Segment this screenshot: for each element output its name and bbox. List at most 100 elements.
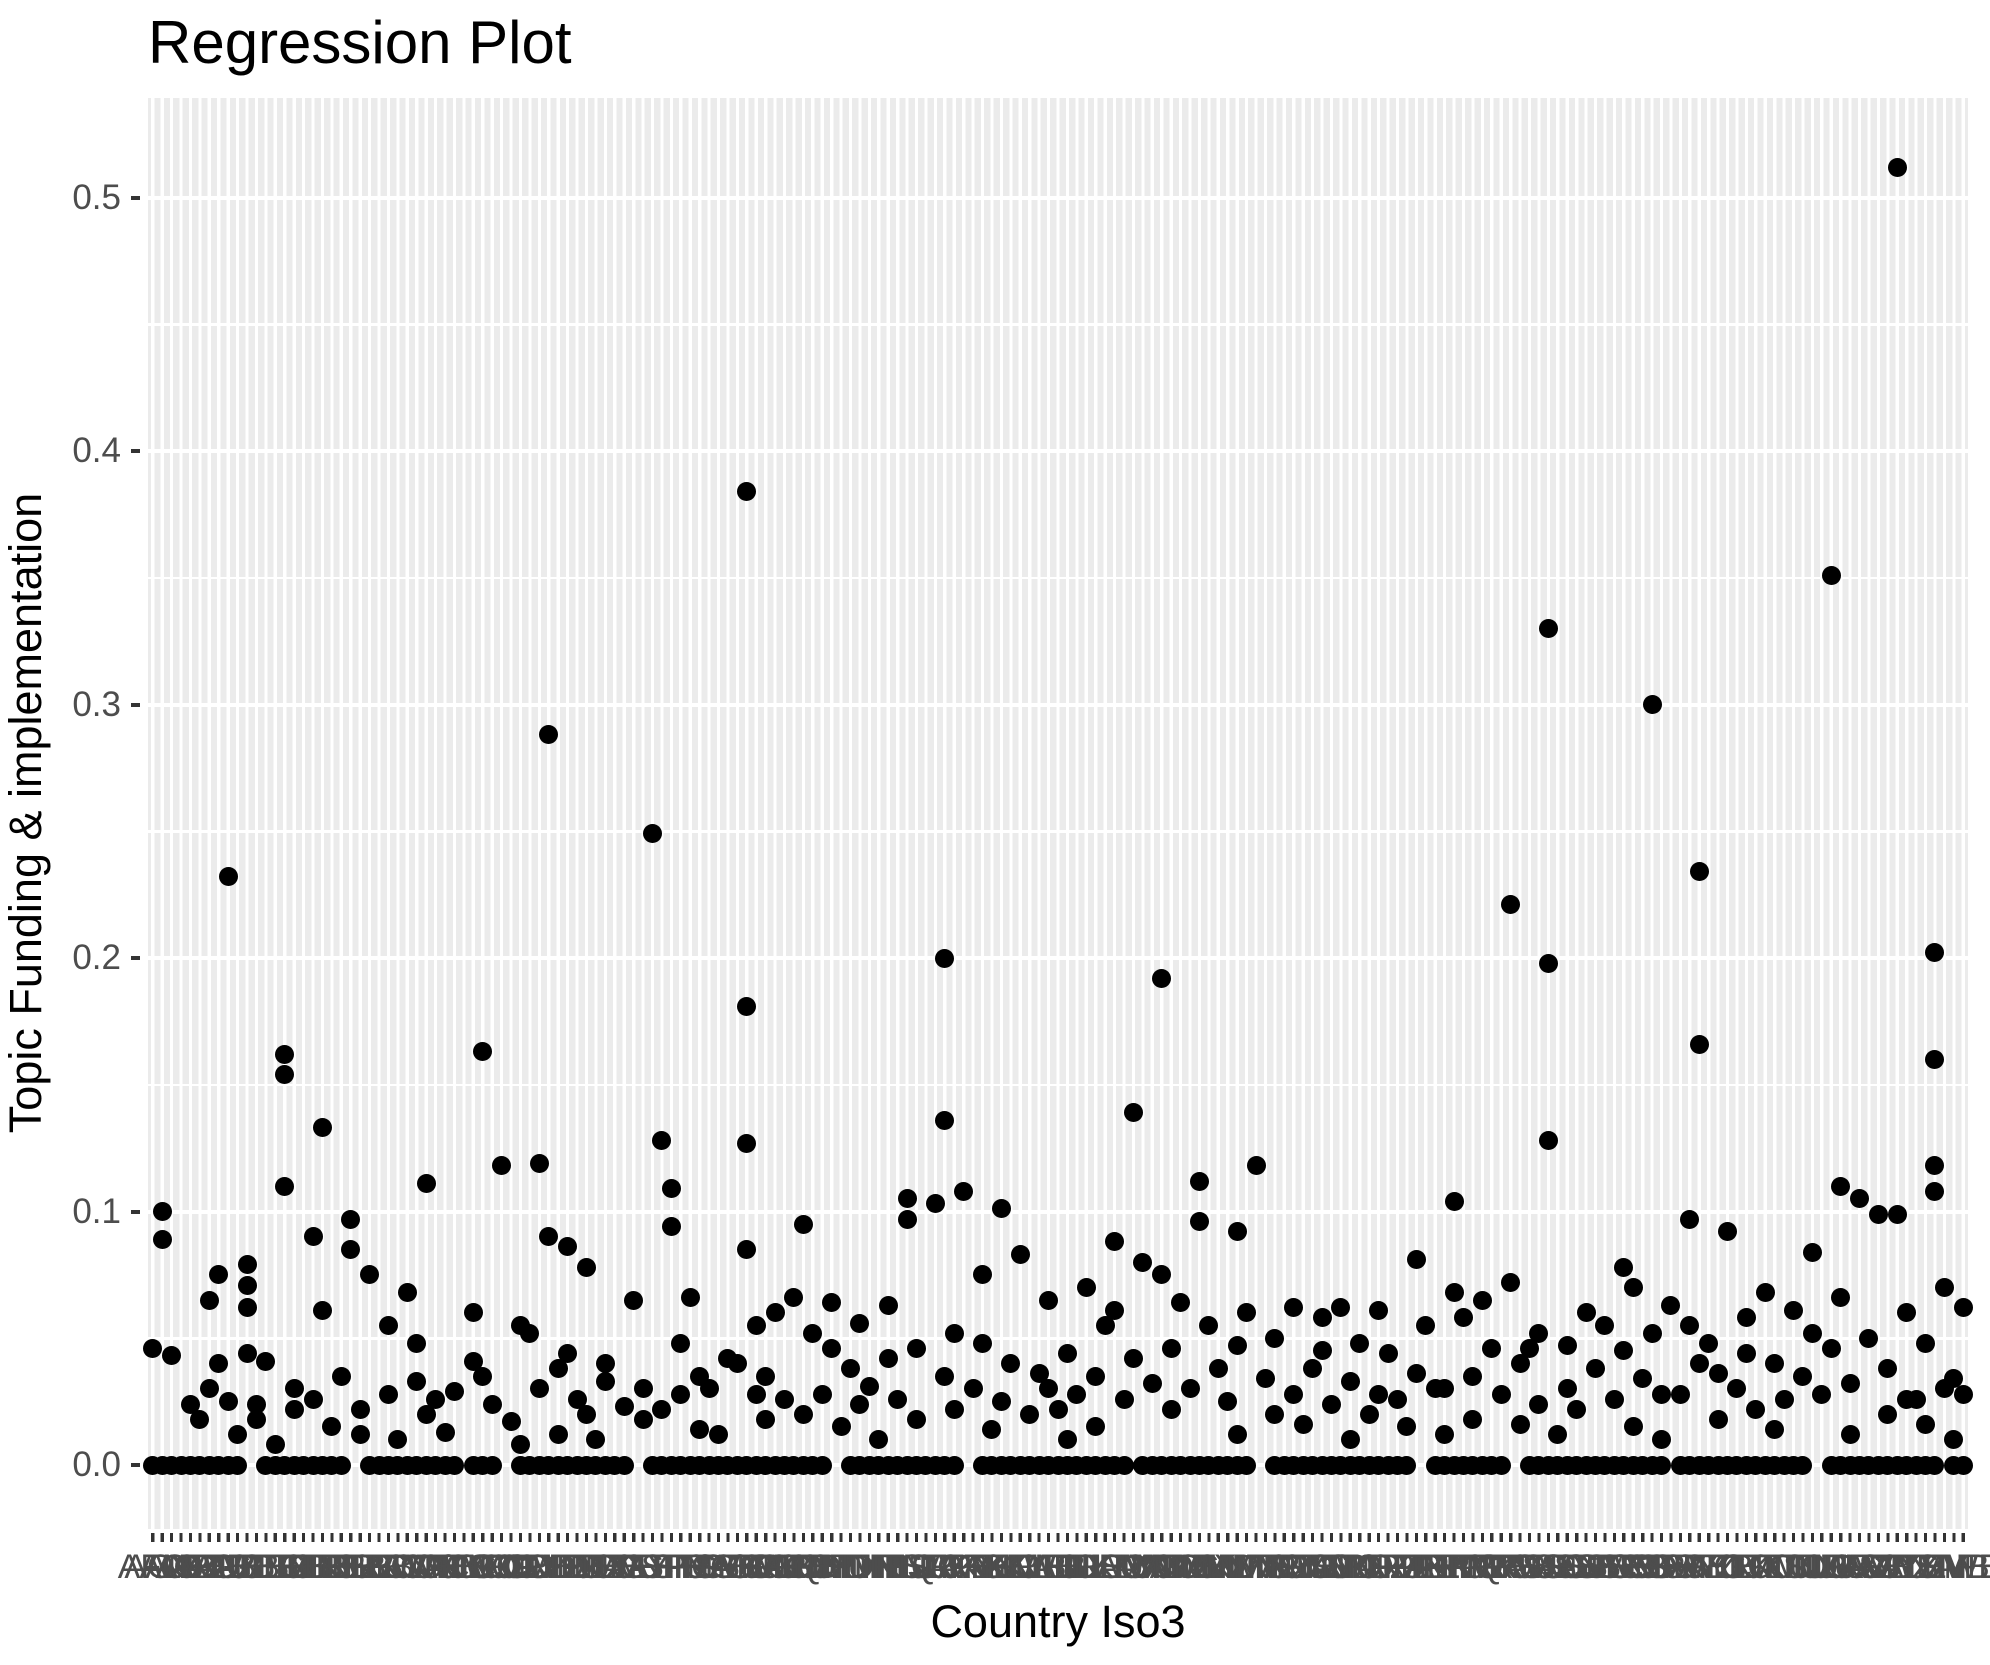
x-tick-label: MDV (1152, 1548, 1228, 1586)
data-point (426, 1389, 446, 1409)
data-point (1284, 1298, 1304, 1318)
data-point (1039, 1379, 1059, 1399)
data-point (1369, 1300, 1389, 1320)
x-tick-label: FRA (665, 1548, 734, 1586)
data-point (925, 1194, 945, 1214)
plot-title: Regression Plot (148, 9, 572, 76)
x-tick-label: NER (1295, 1548, 1368, 1586)
data-point (378, 1316, 398, 1336)
x-tick-label: KIR (982, 1548, 1040, 1586)
data-point (1538, 1131, 1558, 1151)
x-tick-label: TUN (1768, 1548, 1838, 1586)
x-tick-label: KEN (947, 1548, 1018, 1586)
x-tick-label: DNK (560, 1548, 632, 1586)
x-tick-label: LTU (1093, 1548, 1155, 1586)
data-point (1784, 1300, 1804, 1320)
data-point (793, 1214, 813, 1234)
x-tick-label: CPV (485, 1548, 556, 1586)
x-tick-label: ERI (614, 1548, 672, 1586)
data-point (1189, 1212, 1209, 1232)
x-tick-label: SYC (1673, 1548, 1744, 1586)
data-point (1821, 565, 1841, 585)
x-tick-label: NAM (1284, 1548, 1360, 1586)
x-tick-label: JPN (931, 1548, 996, 1586)
x-tick-label: LBN (1024, 1548, 1092, 1586)
data-point (690, 1420, 710, 1439)
x-tick-label: BHR (277, 1548, 349, 1586)
data-point (1736, 1308, 1756, 1328)
x-tick-label: MMR (1205, 1548, 1288, 1586)
data-point (1067, 1384, 1087, 1404)
data-point (1680, 1209, 1700, 1229)
x-tick-label: CRI (500, 1548, 560, 1586)
x-tick-label: BRN (352, 1548, 425, 1586)
x-tick-label: BRA (334, 1548, 405, 1586)
data-point (303, 1227, 323, 1247)
data-point (1916, 1333, 1936, 1353)
x-tick-label: MLI (1199, 1548, 1257, 1586)
data-point (1076, 1278, 1096, 1298)
data-point (1689, 1034, 1709, 1054)
data-point (1293, 1414, 1313, 1434)
data-point (1039, 1290, 1059, 1310)
x-tick-label: NPL (1345, 1548, 1412, 1586)
data-point (284, 1379, 304, 1399)
x-tick-label: SVN (1645, 1548, 1716, 1586)
data-point (463, 1351, 483, 1371)
x-tick-label: COM (471, 1548, 551, 1586)
x-tick-label: UGA (1803, 1548, 1878, 1586)
data-point (1265, 1404, 1285, 1424)
data-point (322, 1417, 342, 1437)
data-point (897, 1189, 917, 1209)
data-point (1095, 1316, 1115, 1336)
x-tick-label: MAR (1114, 1548, 1191, 1586)
x-tick-label: UKR (1814, 1548, 1887, 1586)
x-tick-label: CHL (411, 1548, 480, 1586)
x-tick-label: LVA (1113, 1548, 1173, 1586)
data-point (595, 1354, 615, 1374)
data-point (510, 1435, 530, 1455)
x-tick-label: SYR (1683, 1548, 1754, 1586)
x-tick-label: SWE (1651, 1548, 1729, 1586)
x-tick-label: CUB (503, 1548, 576, 1586)
data-point (1435, 1425, 1455, 1445)
x-tick-label: LCA (1053, 1548, 1120, 1586)
x-tick-label: YEM (1898, 1548, 1972, 1586)
x-tick-label: TCD (1692, 1548, 1763, 1586)
x-tick-label: DZA (580, 1548, 649, 1586)
data-point (661, 1217, 681, 1237)
data-point (1142, 1374, 1162, 1394)
data-point (463, 1303, 483, 1323)
data-point (991, 1392, 1011, 1412)
data-point (1887, 157, 1907, 177)
data-point (473, 1366, 493, 1386)
data-point (1227, 1425, 1247, 1445)
data-point (822, 1293, 842, 1313)
data-point (1708, 1409, 1728, 1429)
x-tick-label: LBY (1044, 1548, 1109, 1586)
data-point (209, 1265, 229, 1285)
y-tick-label: 0.3 (72, 684, 121, 724)
data-point (331, 1455, 351, 1475)
x-tick-label: BOL (326, 1548, 395, 1586)
data-point (199, 1290, 219, 1310)
x-tick-label: CIV (435, 1548, 493, 1586)
data-point (473, 1042, 493, 1062)
data-point (897, 1209, 917, 1229)
data-point (1406, 1364, 1426, 1384)
x-tick-label: GIN (726, 1548, 787, 1586)
x-tick-label: WSM (1884, 1548, 1968, 1586)
data-point (1906, 1389, 1926, 1409)
data-point (237, 1275, 257, 1295)
data-point (756, 1409, 776, 1429)
x-tick-label: PRT (1458, 1548, 1526, 1586)
y-tick-label: 0.5 (72, 177, 121, 217)
data-point (1020, 1404, 1040, 1424)
data-point (643, 824, 662, 844)
data-point (1604, 1389, 1624, 1409)
data-point (737, 1133, 757, 1153)
x-tick-label: ISR (897, 1548, 955, 1586)
data-point (633, 1379, 653, 1399)
x-tick-label: MDA (1133, 1548, 1209, 1586)
y-tick-label: 0.4 (72, 431, 121, 470)
